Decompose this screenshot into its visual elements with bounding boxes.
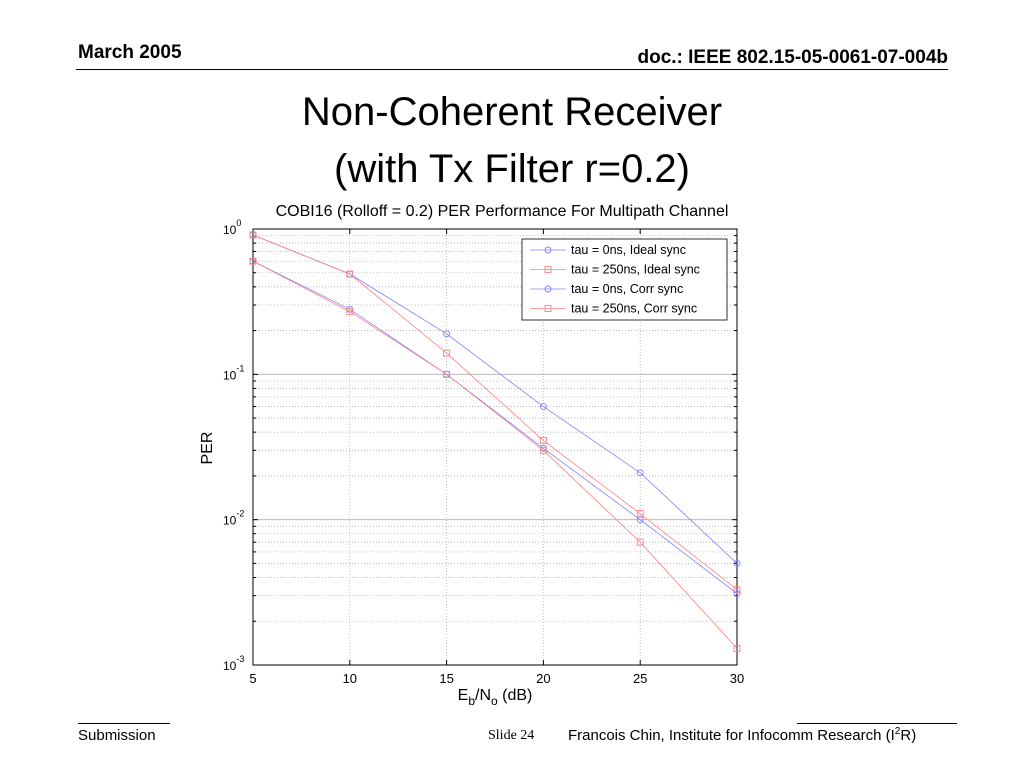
x-tick-label: 5 [249, 671, 256, 686]
y-axis-label: PER [199, 432, 216, 465]
legend-label: tau = 250ns, Corr sync [571, 302, 697, 316]
footer-submission: Submission [78, 727, 156, 744]
slide-title-line2: (with Tx Filter r=0.2) [334, 147, 690, 191]
footer-author-main: Francois Chin, Institute for Infocomm Re… [568, 727, 895, 744]
data-point [636, 469, 644, 477]
legend-marker [544, 266, 552, 273]
y-tick-label: 10-3 [223, 654, 244, 673]
x-tick-label: 15 [439, 671, 453, 686]
chart-title: COBI16 (Rolloff = 0.2) PER Performance F… [276, 203, 729, 220]
data-point [346, 270, 354, 278]
y-tick-label: 10-2 [223, 509, 244, 528]
slide-title-line1: Non-Coherent Receiver [301, 90, 723, 134]
chart-legend: tau = 0ns, Ideal sync tau = 250ns, Ideal … [521, 238, 728, 321]
data-point [539, 403, 547, 411]
legend-box [521, 238, 728, 321]
data-point [249, 257, 257, 265]
data-point [249, 231, 257, 239]
data-point [733, 644, 741, 652]
y-tick-label-exp: -2 [236, 509, 244, 519]
data-point [443, 330, 451, 338]
data-point [636, 538, 644, 546]
chart-series [249, 231, 741, 652]
data-point [443, 370, 451, 378]
x-axis-label-sub: b [468, 694, 475, 708]
x-tick-label: 30 [730, 671, 744, 686]
data-point [443, 349, 451, 357]
y-tick-label-base: 10 [223, 659, 237, 673]
x-axis-label: Eb/No (dB) [458, 687, 533, 708]
x-tick-label: 10 [343, 671, 357, 686]
data-point [636, 516, 644, 524]
x-tick-label: 25 [633, 671, 647, 686]
plot-area-frame [252, 228, 738, 666]
legend-marker [544, 285, 552, 293]
header-doc-id: doc.: IEEE 802.15-05-0061-07-004b [637, 47, 948, 68]
data-point [346, 308, 354, 316]
legend-marker [544, 246, 552, 254]
data-point [539, 437, 547, 445]
y-tick-label-base: 10 [223, 368, 237, 382]
series-line-3 [252, 260, 738, 594]
y-tick-label: 10-1 [223, 363, 244, 382]
legend-marker [544, 305, 552, 312]
data-point [733, 559, 741, 567]
y-tick-label-base: 10 [223, 223, 237, 237]
legend-label: tau = 250ns, Ideal sync [571, 263, 700, 277]
footer-divider-left [78, 723, 170, 724]
x-axis-label-sub: o [491, 694, 498, 708]
series-line-4 [252, 260, 738, 649]
header-divider [76, 69, 948, 70]
x-axis-label-part: /N [475, 687, 491, 704]
footer-author-end: R) [900, 727, 917, 744]
legend-label: tau = 0ns, Ideal sync [571, 243, 686, 257]
header-date: March 2005 [78, 42, 182, 63]
y-tick-label-base: 10 [223, 514, 237, 528]
footer-divider-right [797, 723, 957, 724]
data-point [733, 590, 741, 598]
data-point [733, 586, 741, 594]
y-tick-label-exp: 0 [236, 218, 241, 228]
data-point [539, 446, 547, 454]
y-tick-label-exp: -3 [236, 654, 244, 664]
footer-author-sup: 2 [894, 726, 901, 737]
y-tick-label: 100 [223, 218, 241, 237]
x-axis-label-part: (dB) [498, 687, 533, 704]
legend-label: tau = 0ns, Corr sync [571, 282, 683, 296]
footer-slide-number: Slide 24 [488, 728, 535, 743]
footer-author: Francois Chin, Institute for Infocomm Re… [568, 726, 917, 745]
x-tick-label: 20 [536, 671, 550, 686]
x-axis-label-part: E [458, 687, 469, 704]
series-line-2 [252, 234, 738, 590]
y-tick-label-exp: -1 [236, 363, 244, 373]
